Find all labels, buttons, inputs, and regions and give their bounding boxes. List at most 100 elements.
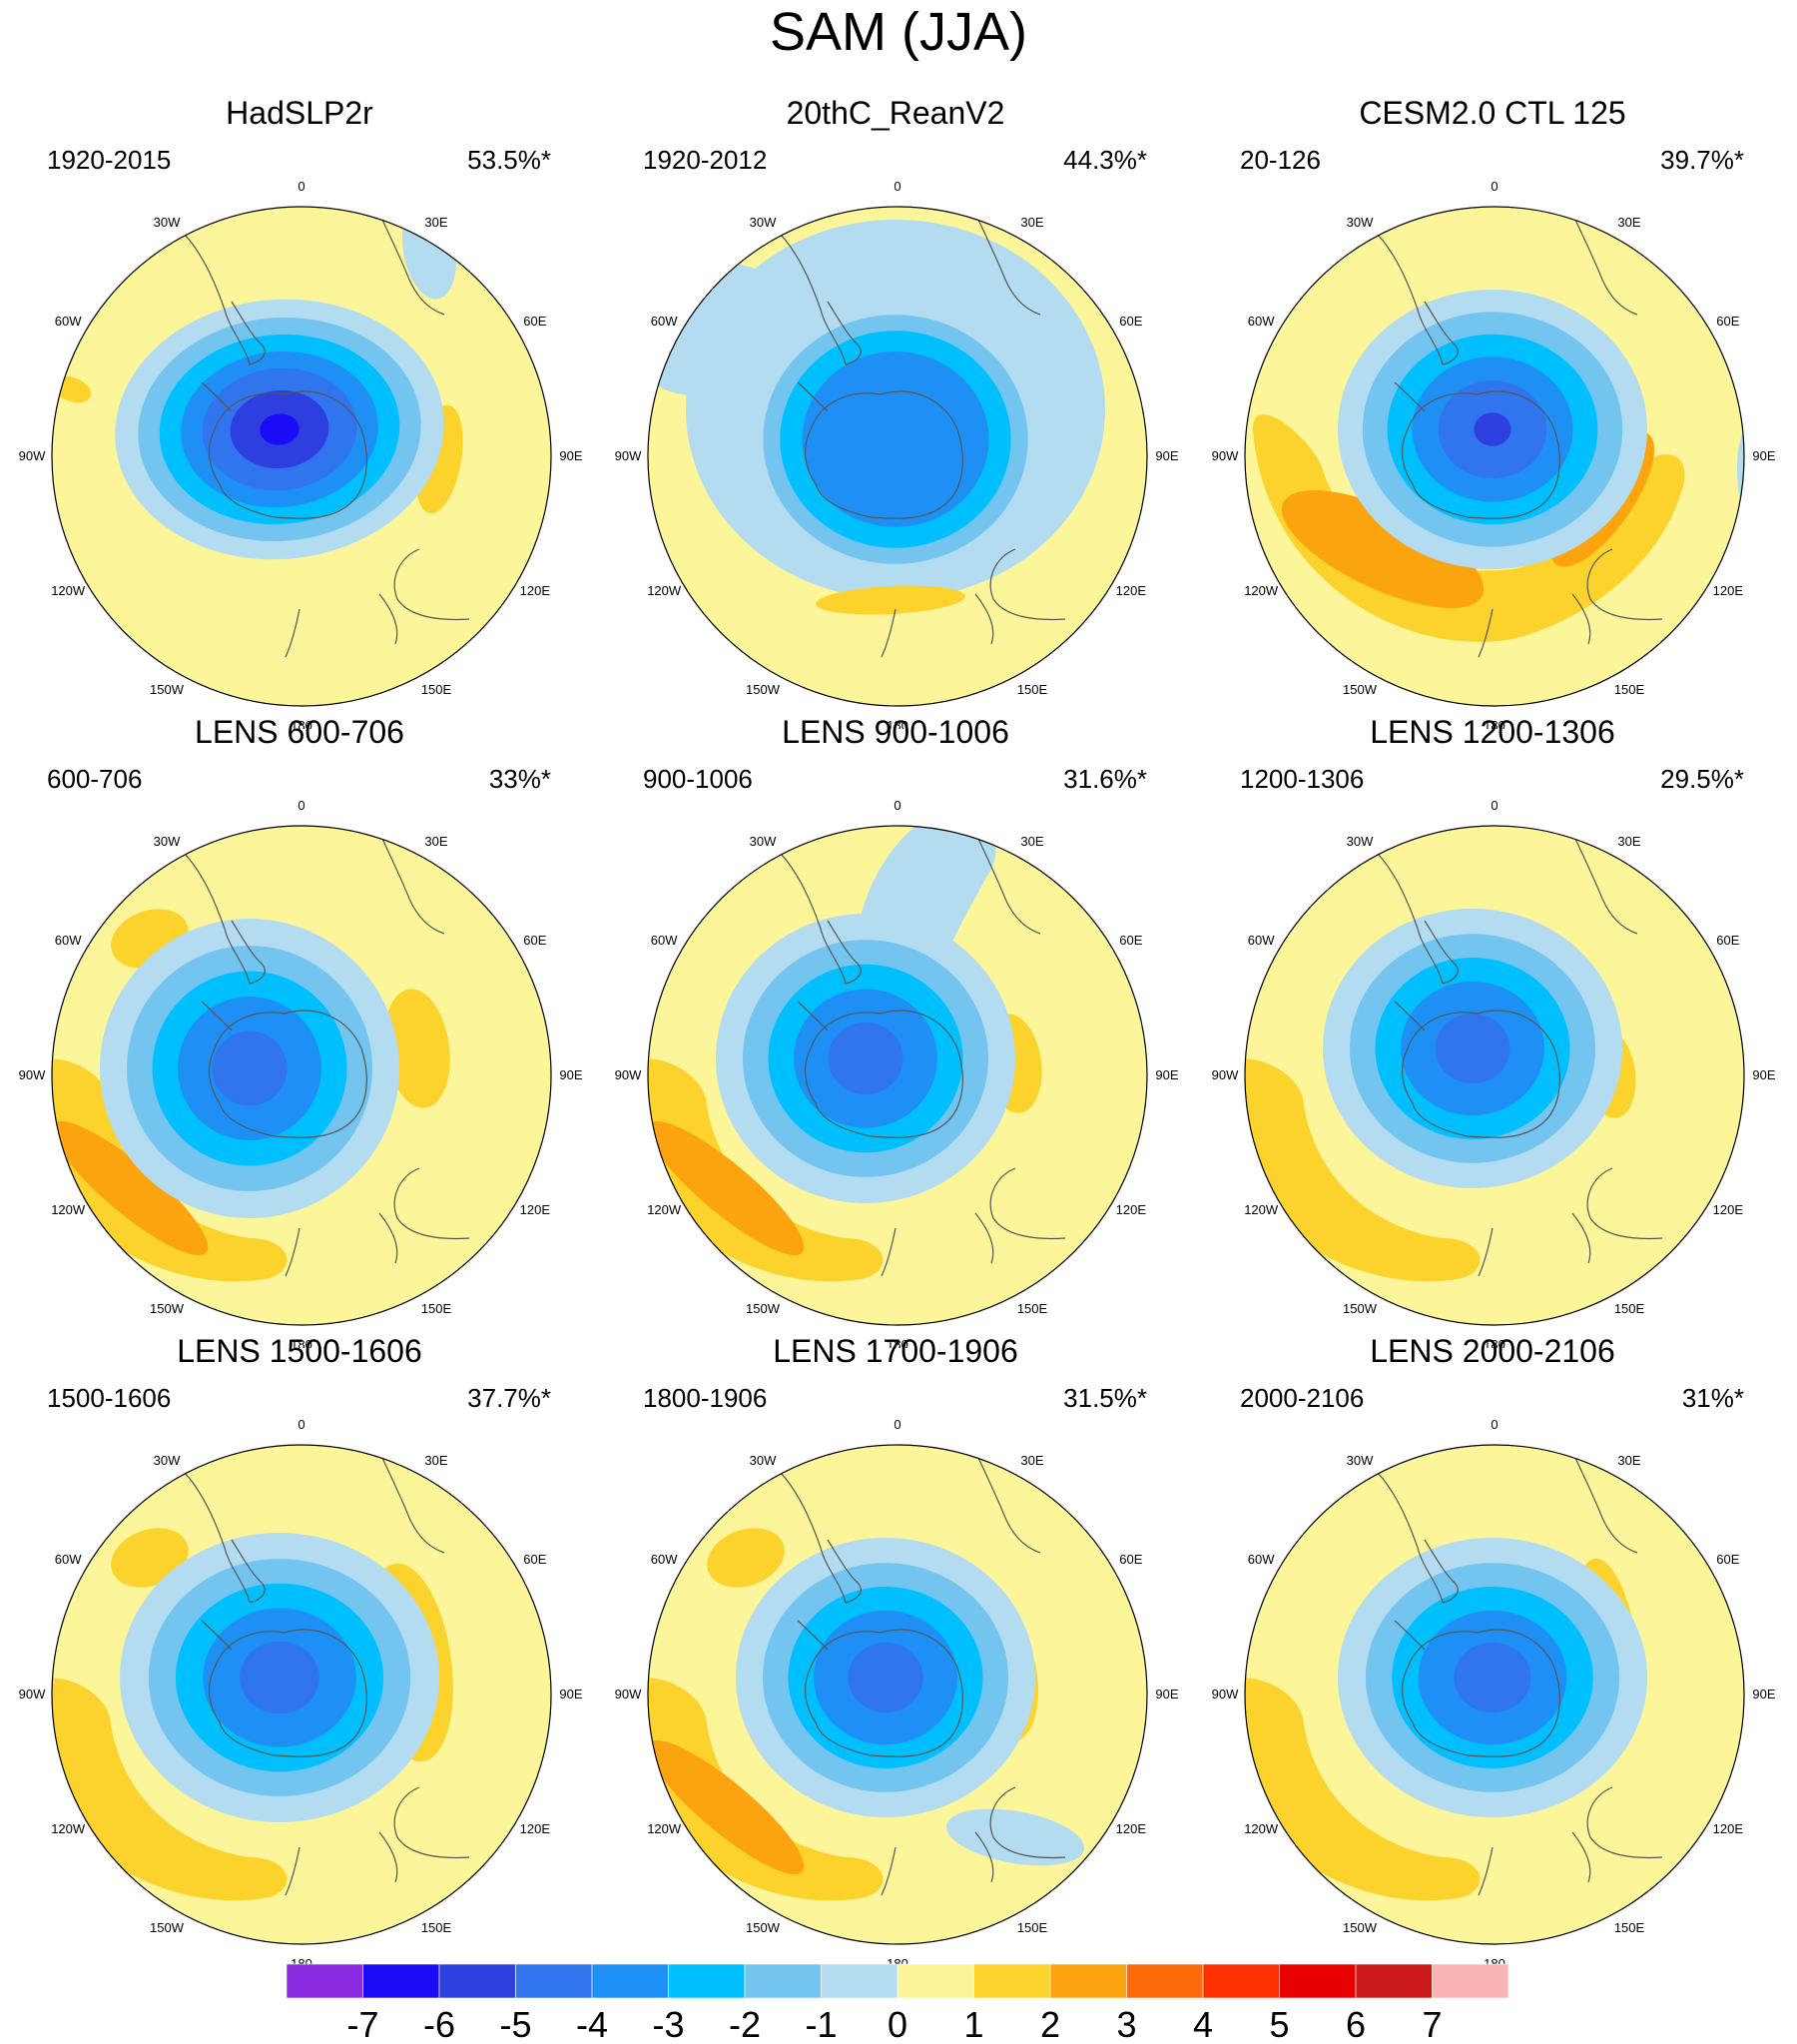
longitude-label: 90E [559,1687,582,1702]
coastline [393,1786,470,1859]
coastline [1424,301,1459,365]
longitude-label: 120E [520,1821,551,1836]
panel-variance-explained: 31.6%* [1063,764,1147,794]
anomaly-patch [648,1678,884,1901]
longitude-label: 60E [1119,314,1142,329]
coastline [1064,1472,1072,1507]
anomaly-contour-neg5 [1435,1014,1510,1083]
longitude-label: 30E [424,1453,447,1468]
longitude-label: 90W [615,1067,642,1082]
coastline [231,301,266,365]
longitude-label: 60E [523,933,546,948]
coastline [1401,390,1560,519]
longitude-label: 150E [421,682,452,697]
longitude-label: 30W [1347,834,1374,849]
longitude-label: 60W [651,314,678,329]
colorbar-swatch [1049,1963,1127,1999]
coastline [1394,1620,1426,1651]
colorbar-swatch [1432,1963,1509,1999]
coastline [201,381,233,412]
coastline [974,1831,994,1883]
longitude-label: 60W [651,1552,678,1567]
colorbar-tick-label: 1 [963,2004,983,2044]
panel-title: LENS 2000-2106 [1370,1333,1615,1369]
longitude-label: 30E [1617,215,1640,230]
longitude-label: 0 [298,1417,304,1432]
panel-period: 600-706 [47,764,143,794]
colorbar: -7 -6 -5 -4 -3 -2 -1 0 1 2 3 4 5 6 7 [286,1963,1509,2044]
colorbar-tick-label: -2 [729,2004,761,2044]
longitude-label: 90E [559,1067,582,1082]
map-panel: HadSLP2r 1920-2015 53.5%* 0 30E 60E 90E 120E 150… [0,95,599,729]
longitude-label: 0 [298,179,304,194]
panel-period: 1200-1306 [1240,764,1365,794]
anomaly-contour-neg5 [828,1022,903,1095]
coastline [1552,168,1562,190]
anomaly-patch [648,1120,805,1256]
coastline [378,1212,398,1264]
coastline [797,381,829,412]
coastline [201,1001,233,1031]
longitude-label: 120E [1116,1202,1147,1217]
coastline [1478,1846,1494,1896]
panel-variance-explained: 53.5%* [467,145,551,175]
longitude-label: 150W [1343,1920,1378,1935]
longitude-label: 120W [647,1202,682,1217]
coastline [285,1227,300,1277]
longitude-label: 30E [1020,1453,1043,1468]
anomaly-contour-neg5 [212,1030,288,1106]
coastline [1424,1539,1459,1604]
coastline [827,920,862,985]
longitude-label: 60E [1716,933,1739,948]
map-panel: LENS 1200-1306 1200-1306 29.5%* 0 30E 60E 90E 1… [1193,714,1792,1348]
colorbar-swatch [1126,1963,1204,1999]
coastline [208,1629,367,1757]
coastline [1571,1212,1591,1264]
longitude-label: 0 [298,798,304,813]
longitude-label: 60W [55,314,82,329]
colorbar-tick-label: 2 [1040,2004,1060,2044]
longitude-label: 30W [154,834,181,849]
colorbar-tick-label: 6 [1346,2004,1366,2044]
coastline [378,593,398,645]
coastline [1064,853,1072,888]
longitude-label: 30E [1617,834,1640,849]
anomaly-patch [707,1528,785,1588]
panel-title: LENS 1200-1306 [1370,714,1615,750]
longitude-label: 0 [894,179,900,194]
map-boundary [1244,1444,1745,1945]
longitude-label: 0 [1491,179,1498,194]
longitude-label: 90W [1212,448,1239,463]
coastline [804,1010,963,1138]
longitude-label: 150E [1614,1301,1645,1316]
longitude-label: 30W [154,215,181,230]
longitude-label: 150W [1343,1301,1378,1316]
colorbar-swatch [1279,1963,1357,1999]
coastline [1478,1227,1494,1277]
longitude-label: 60W [1248,1552,1275,1567]
polar-map: 0 30E 60E 90E 120E 150E 180 150W 120W 90W 60W 30W [1212,1417,1776,1967]
longitude-label: 120E [1116,583,1147,598]
longitude-label: 60E [1716,314,1739,329]
longitude-label: 30E [1020,834,1043,849]
longitude-label: 30W [750,834,777,849]
anomaly-patch [1245,1058,1481,1282]
longitude-label: 30E [1617,1453,1640,1468]
longitude-label: 150W [746,1301,781,1316]
colorbar-swatch [362,1963,440,1999]
coastline [231,1539,266,1604]
coastline [1394,1001,1426,1031]
coastline [468,853,476,888]
panel-variance-explained: 37.7%* [467,1383,551,1413]
coastline [881,1846,897,1896]
coastline [955,1406,965,1428]
anomaly-contour-neg6 [1474,412,1511,446]
coastline [1552,787,1562,809]
coastline [797,1620,829,1651]
longitude-label: 120W [51,1202,86,1217]
figure-title: SAM (JJA) [769,2,1027,62]
coastline [974,1212,994,1264]
colorbar-swatch [973,1963,1051,1999]
longitude-label: 30W [1347,215,1374,230]
